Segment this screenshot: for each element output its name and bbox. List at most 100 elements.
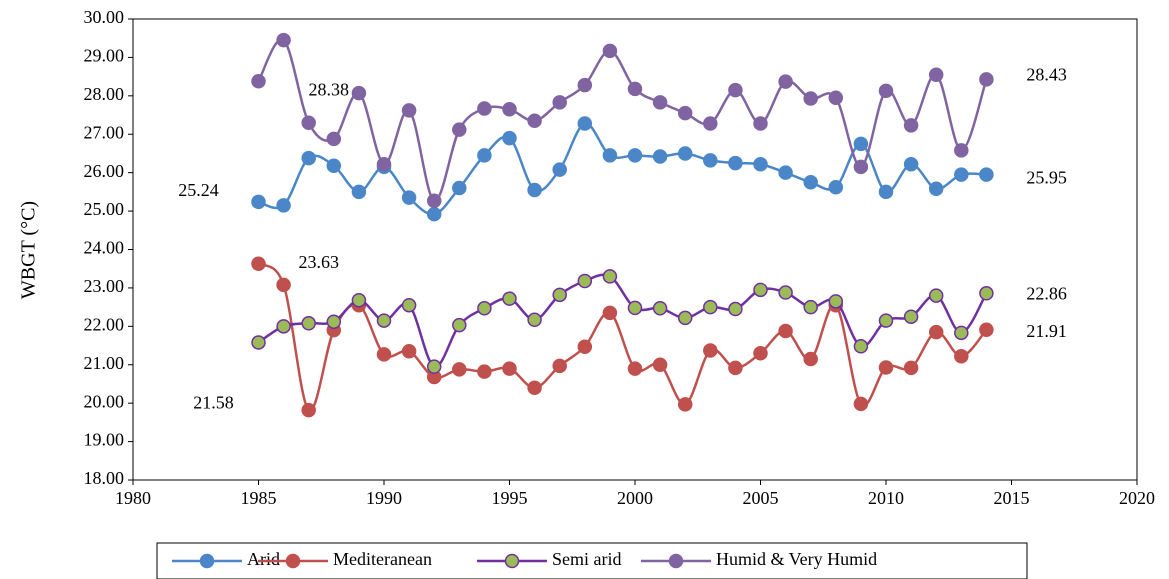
marker: [928, 288, 944, 303]
y-tick-label: 20.00: [84, 391, 125, 411]
marker: [652, 357, 668, 372]
y-tick-label: 18.00: [84, 468, 125, 488]
marker: [703, 153, 718, 168]
series-line: [257, 38, 988, 202]
marker: [954, 167, 969, 182]
marker: [276, 32, 291, 48]
data-label: 21.91: [1026, 321, 1067, 341]
legend-marker: [504, 553, 520, 569]
marker: [577, 339, 593, 354]
marker: [853, 136, 869, 152]
data-label: 25.95: [1026, 168, 1067, 188]
marker: [351, 85, 367, 101]
marker: [401, 103, 417, 118]
marker: [477, 301, 492, 316]
marker: [728, 301, 743, 317]
marker: [477, 364, 492, 379]
marker: [928, 324, 944, 340]
x-tick-label: 1985: [241, 488, 277, 508]
marker: [401, 344, 417, 359]
marker: [778, 165, 793, 180]
marker: [326, 131, 342, 147]
marker: [602, 305, 618, 321]
marker: [828, 294, 844, 309]
marker: [351, 184, 367, 200]
marker: [753, 116, 768, 131]
marker: [753, 345, 768, 361]
marker: [979, 286, 994, 301]
marker: [301, 150, 316, 166]
marker: [251, 256, 266, 271]
y-axis-title: WBGT (°C): [18, 201, 40, 299]
marker: [652, 149, 668, 164]
marker: [527, 380, 542, 396]
marker: [878, 313, 894, 328]
marker: [426, 193, 442, 208]
marker: [954, 349, 969, 364]
marker: [527, 182, 542, 198]
marker: [677, 146, 693, 161]
marker: [652, 95, 668, 110]
marker: [376, 156, 392, 172]
marker: [828, 90, 844, 106]
y-tick-label: 29.00: [84, 46, 125, 66]
x-tick-label: 2000: [617, 488, 653, 508]
marker: [326, 314, 342, 329]
marker: [376, 313, 392, 328]
legend-marker: [285, 553, 301, 569]
marker: [677, 397, 693, 412]
marker: [477, 148, 492, 163]
marker: [627, 81, 643, 97]
y-tick-label: 28.00: [84, 84, 125, 104]
marker: [301, 402, 316, 418]
marker: [527, 312, 542, 328]
marker: [502, 102, 517, 117]
marker: [853, 339, 869, 354]
y-tick-label: 22.00: [84, 314, 125, 334]
marker: [276, 198, 291, 213]
marker: [803, 351, 818, 367]
marker: [778, 74, 793, 89]
marker: [853, 396, 869, 412]
marker: [828, 180, 844, 195]
marker: [527, 113, 542, 129]
marker: [954, 143, 969, 158]
marker: [803, 299, 818, 315]
marker: [627, 148, 643, 163]
marker: [878, 83, 894, 99]
marker: [452, 122, 467, 137]
marker: [251, 73, 266, 89]
marker: [301, 115, 316, 130]
marker: [903, 309, 919, 324]
y-tick-label: 23.00: [84, 276, 125, 296]
marker: [753, 156, 768, 172]
marker: [502, 361, 517, 376]
marker: [627, 361, 643, 376]
marker: [477, 101, 492, 116]
marker: [577, 273, 593, 289]
marker: [326, 158, 342, 174]
marker: [728, 82, 743, 98]
y-tick-label: 19.00: [84, 430, 125, 450]
marker: [903, 360, 919, 376]
legend-marker: [668, 553, 684, 569]
marker: [301, 316, 316, 331]
x-tick-label: 1995: [492, 488, 528, 508]
y-tick-label: 26.00: [84, 161, 125, 181]
marker: [376, 347, 392, 362]
marker: [677, 310, 693, 326]
y-tick-label: 30.00: [84, 7, 125, 27]
marker: [853, 159, 869, 175]
data-label: 28.38: [309, 79, 350, 99]
legend-label: Arid: [247, 549, 280, 569]
marker: [401, 297, 417, 313]
marker: [677, 105, 693, 121]
legend-label: Mediteranean: [333, 549, 432, 569]
marker: [351, 292, 367, 308]
marker: [778, 323, 793, 339]
marker: [452, 180, 467, 196]
series-line: [257, 262, 988, 412]
marker: [803, 175, 818, 190]
legend-label: Humid & Very Humid: [716, 549, 877, 569]
